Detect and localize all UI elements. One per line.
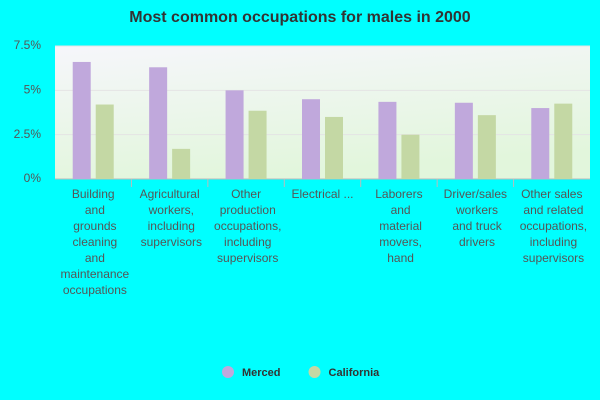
x-tick-label: Laborers and material movers, hand [375, 187, 422, 265]
legend-swatch [308, 366, 321, 378]
bar [302, 99, 320, 179]
bar [401, 134, 420, 179]
bar [172, 148, 191, 179]
y-tick-label: 5% [24, 83, 42, 97]
y-tick-label: 7.5% [14, 38, 42, 52]
chart-title: Most common occupations for males in 200… [129, 9, 471, 26]
bar [95, 104, 114, 179]
bar [325, 116, 343, 179]
bar [554, 103, 573, 179]
plot-area [55, 46, 590, 179]
bar [248, 110, 267, 179]
x-tick-label: Electrical ... [291, 187, 353, 201]
x-tick-label: Building and grounds cleaning and mainte… [57, 187, 129, 297]
y-tick-label: 0% [24, 171, 42, 185]
x-tick-label: Driver/sales workers and truck drivers [444, 187, 507, 249]
bar [477, 115, 496, 179]
bar [149, 67, 168, 179]
bar [531, 108, 550, 179]
x-tick-label: Agricultural workers, including supervis… [137, 187, 202, 249]
bar [378, 101, 397, 179]
x-tick-label: Other production occupations, including … [211, 187, 282, 265]
legend-label: California [329, 367, 381, 379]
bar [72, 61, 91, 179]
y-tick-label: 2.5% [14, 127, 42, 141]
legend-swatch [222, 366, 234, 378]
bar [454, 102, 473, 179]
bar [225, 90, 244, 179]
x-tick-label: Other sales and related occupations, inc… [516, 187, 587, 265]
legend-label: Merced [242, 367, 281, 379]
